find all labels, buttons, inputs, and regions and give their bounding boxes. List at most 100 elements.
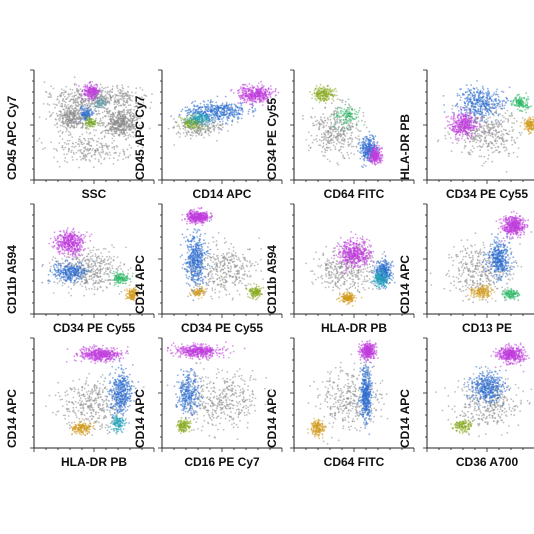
data-point [241, 89, 244, 92]
data-point [129, 104, 132, 107]
data-point [132, 136, 135, 138]
data-point [322, 142, 325, 145]
data-point [339, 148, 342, 151]
data-point [363, 164, 365, 166]
data-point [511, 130, 514, 132]
data-point [308, 144, 310, 147]
data-point [325, 90, 328, 93]
data-point [104, 107, 106, 110]
data-point [221, 102, 224, 105]
data-point [135, 117, 138, 119]
data-point [190, 118, 193, 121]
data-point [347, 138, 349, 140]
data-point [336, 98, 339, 100]
data-point [92, 166, 95, 169]
data-point [322, 154, 325, 157]
data-point [61, 125, 63, 127]
data-point [302, 118, 304, 120]
data-point [511, 114, 514, 117]
data-point [203, 103, 206, 106]
data-point [59, 129, 62, 132]
data-point [269, 95, 272, 97]
data-point [326, 139, 328, 142]
data-point [127, 136, 130, 139]
data-point [237, 102, 239, 104]
data-point [336, 122, 338, 124]
data-point [247, 113, 250, 115]
data-point [342, 143, 345, 145]
data-point [80, 117, 83, 120]
data-point [381, 154, 384, 157]
scatter-plot [158, 69, 283, 184]
data-point [55, 118, 57, 121]
data-point [134, 129, 137, 131]
data-point [206, 119, 208, 122]
data-point [216, 110, 218, 113]
data-point [507, 155, 510, 157]
data-point [340, 152, 343, 154]
data-point [117, 99, 120, 101]
data-point [113, 98, 116, 100]
series-dots [366, 141, 384, 166]
data-point [101, 146, 104, 149]
data-point [94, 110, 97, 112]
data-point [374, 163, 377, 166]
data-point [71, 105, 74, 107]
data-point [235, 111, 238, 114]
data-point [76, 116, 78, 119]
data-point [88, 118, 91, 120]
data-point [347, 145, 350, 148]
data-point [314, 88, 317, 90]
data-point [210, 117, 213, 119]
data-point [478, 129, 481, 132]
data-point [80, 107, 82, 110]
data-point [84, 115, 87, 118]
data-point [101, 148, 104, 151]
data-point [61, 114, 64, 117]
data-point [78, 110, 80, 112]
data-point [323, 90, 326, 93]
data-point [380, 157, 383, 160]
data-point [87, 124, 90, 126]
data-point [90, 155, 93, 158]
data-point [485, 139, 488, 142]
data-point [45, 118, 48, 120]
data-point [322, 95, 325, 98]
data-point [83, 93, 85, 95]
data-point [511, 126, 513, 128]
data-point [243, 101, 246, 104]
data-point [475, 141, 477, 144]
data-point [513, 117, 516, 120]
data-point [338, 121, 341, 124]
data-point [77, 116, 80, 119]
data-point [75, 117, 78, 120]
data-point [96, 121, 99, 124]
data-point [57, 115, 59, 117]
data-point [75, 126, 78, 128]
data-point [72, 102, 75, 104]
data-point [198, 132, 201, 135]
data-point [242, 99, 245, 102]
data-point [444, 134, 447, 137]
data-point [333, 134, 335, 137]
data-point [495, 123, 498, 126]
data-point [467, 153, 470, 155]
data-point [117, 134, 120, 137]
data-point [258, 88, 261, 90]
data-point [92, 106, 95, 108]
data-point [68, 112, 71, 115]
data-point [334, 148, 337, 151]
data-point [190, 131, 193, 134]
data-point [375, 153, 377, 156]
data-point [122, 130, 125, 132]
data-point [494, 133, 496, 136]
data-point [263, 91, 266, 94]
data-point [197, 127, 200, 130]
data-point [503, 116, 505, 119]
data-point [180, 110, 183, 113]
data-point [342, 114, 345, 117]
data-point [120, 89, 122, 92]
data-point [188, 113, 190, 115]
data-point [362, 111, 365, 114]
data-point [201, 127, 204, 130]
